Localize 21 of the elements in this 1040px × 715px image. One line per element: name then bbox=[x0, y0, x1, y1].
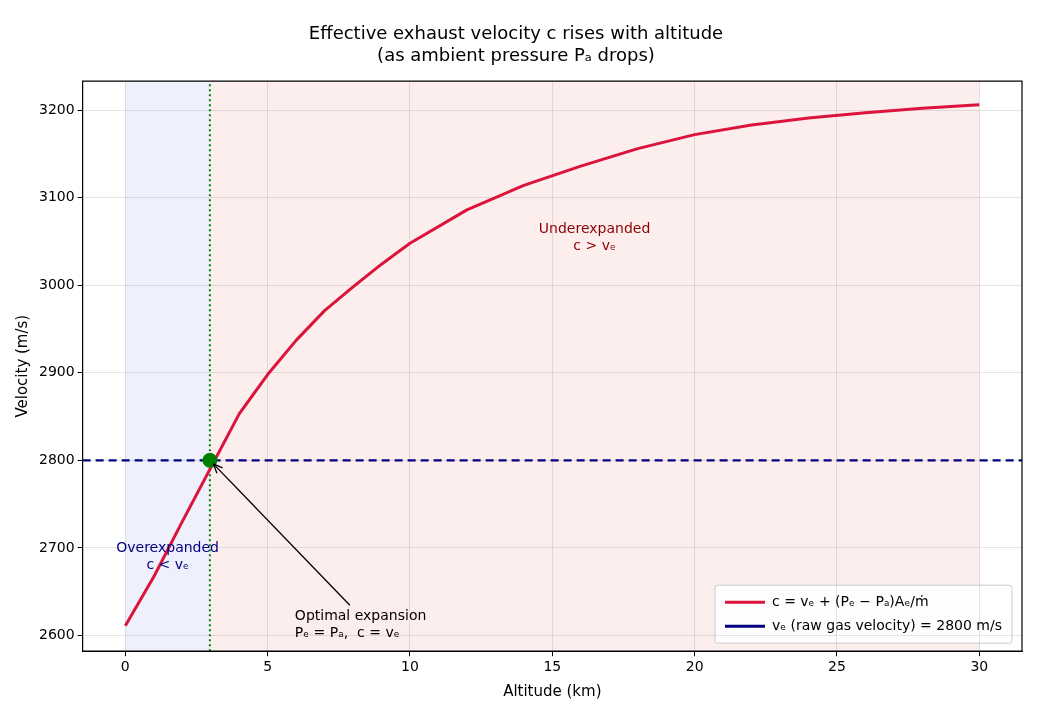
y-axis-title: Velocity (m/s) bbox=[12, 314, 31, 418]
chart-title: Effective exhaust velocity c rises with altitude (as ambient pressure Pₐ drops) bbox=[308, 22, 724, 66]
legend-label: c = vₑ + (Pₑ − Pₐ)Aₑ/ṁ bbox=[771, 592, 929, 609]
y-tick-label: 2900 bbox=[38, 363, 75, 380]
y-tick-label: 2800 bbox=[38, 450, 75, 467]
y-tick-label: 3100 bbox=[38, 188, 75, 205]
annotation: Optimal expansion Pₑ = Pₐ, c = vₑ bbox=[294, 606, 427, 640]
y-tick-label: 3000 bbox=[38, 275, 75, 292]
x-tick-label: 10 bbox=[401, 658, 419, 675]
x-tick-label: 15 bbox=[543, 658, 562, 675]
x-tick-label: 20 bbox=[685, 658, 704, 675]
x-tick-label: 0 bbox=[120, 658, 130, 675]
x-axis-title: Altitude (km) bbox=[503, 681, 602, 700]
x-tick-label: 25 bbox=[828, 658, 846, 675]
y-tick-label: 2600 bbox=[38, 626, 75, 643]
y-tick-label: 2700 bbox=[38, 538, 75, 555]
y-tick-label: 3200 bbox=[38, 100, 75, 117]
band-label: Underexpanded c > vₑ bbox=[538, 220, 651, 254]
legend-label: vₑ (raw gas velocity) = 2800 m/s bbox=[771, 616, 1002, 633]
x-tick-label: 30 bbox=[970, 658, 989, 675]
x-tick-label: 5 bbox=[263, 658, 273, 675]
